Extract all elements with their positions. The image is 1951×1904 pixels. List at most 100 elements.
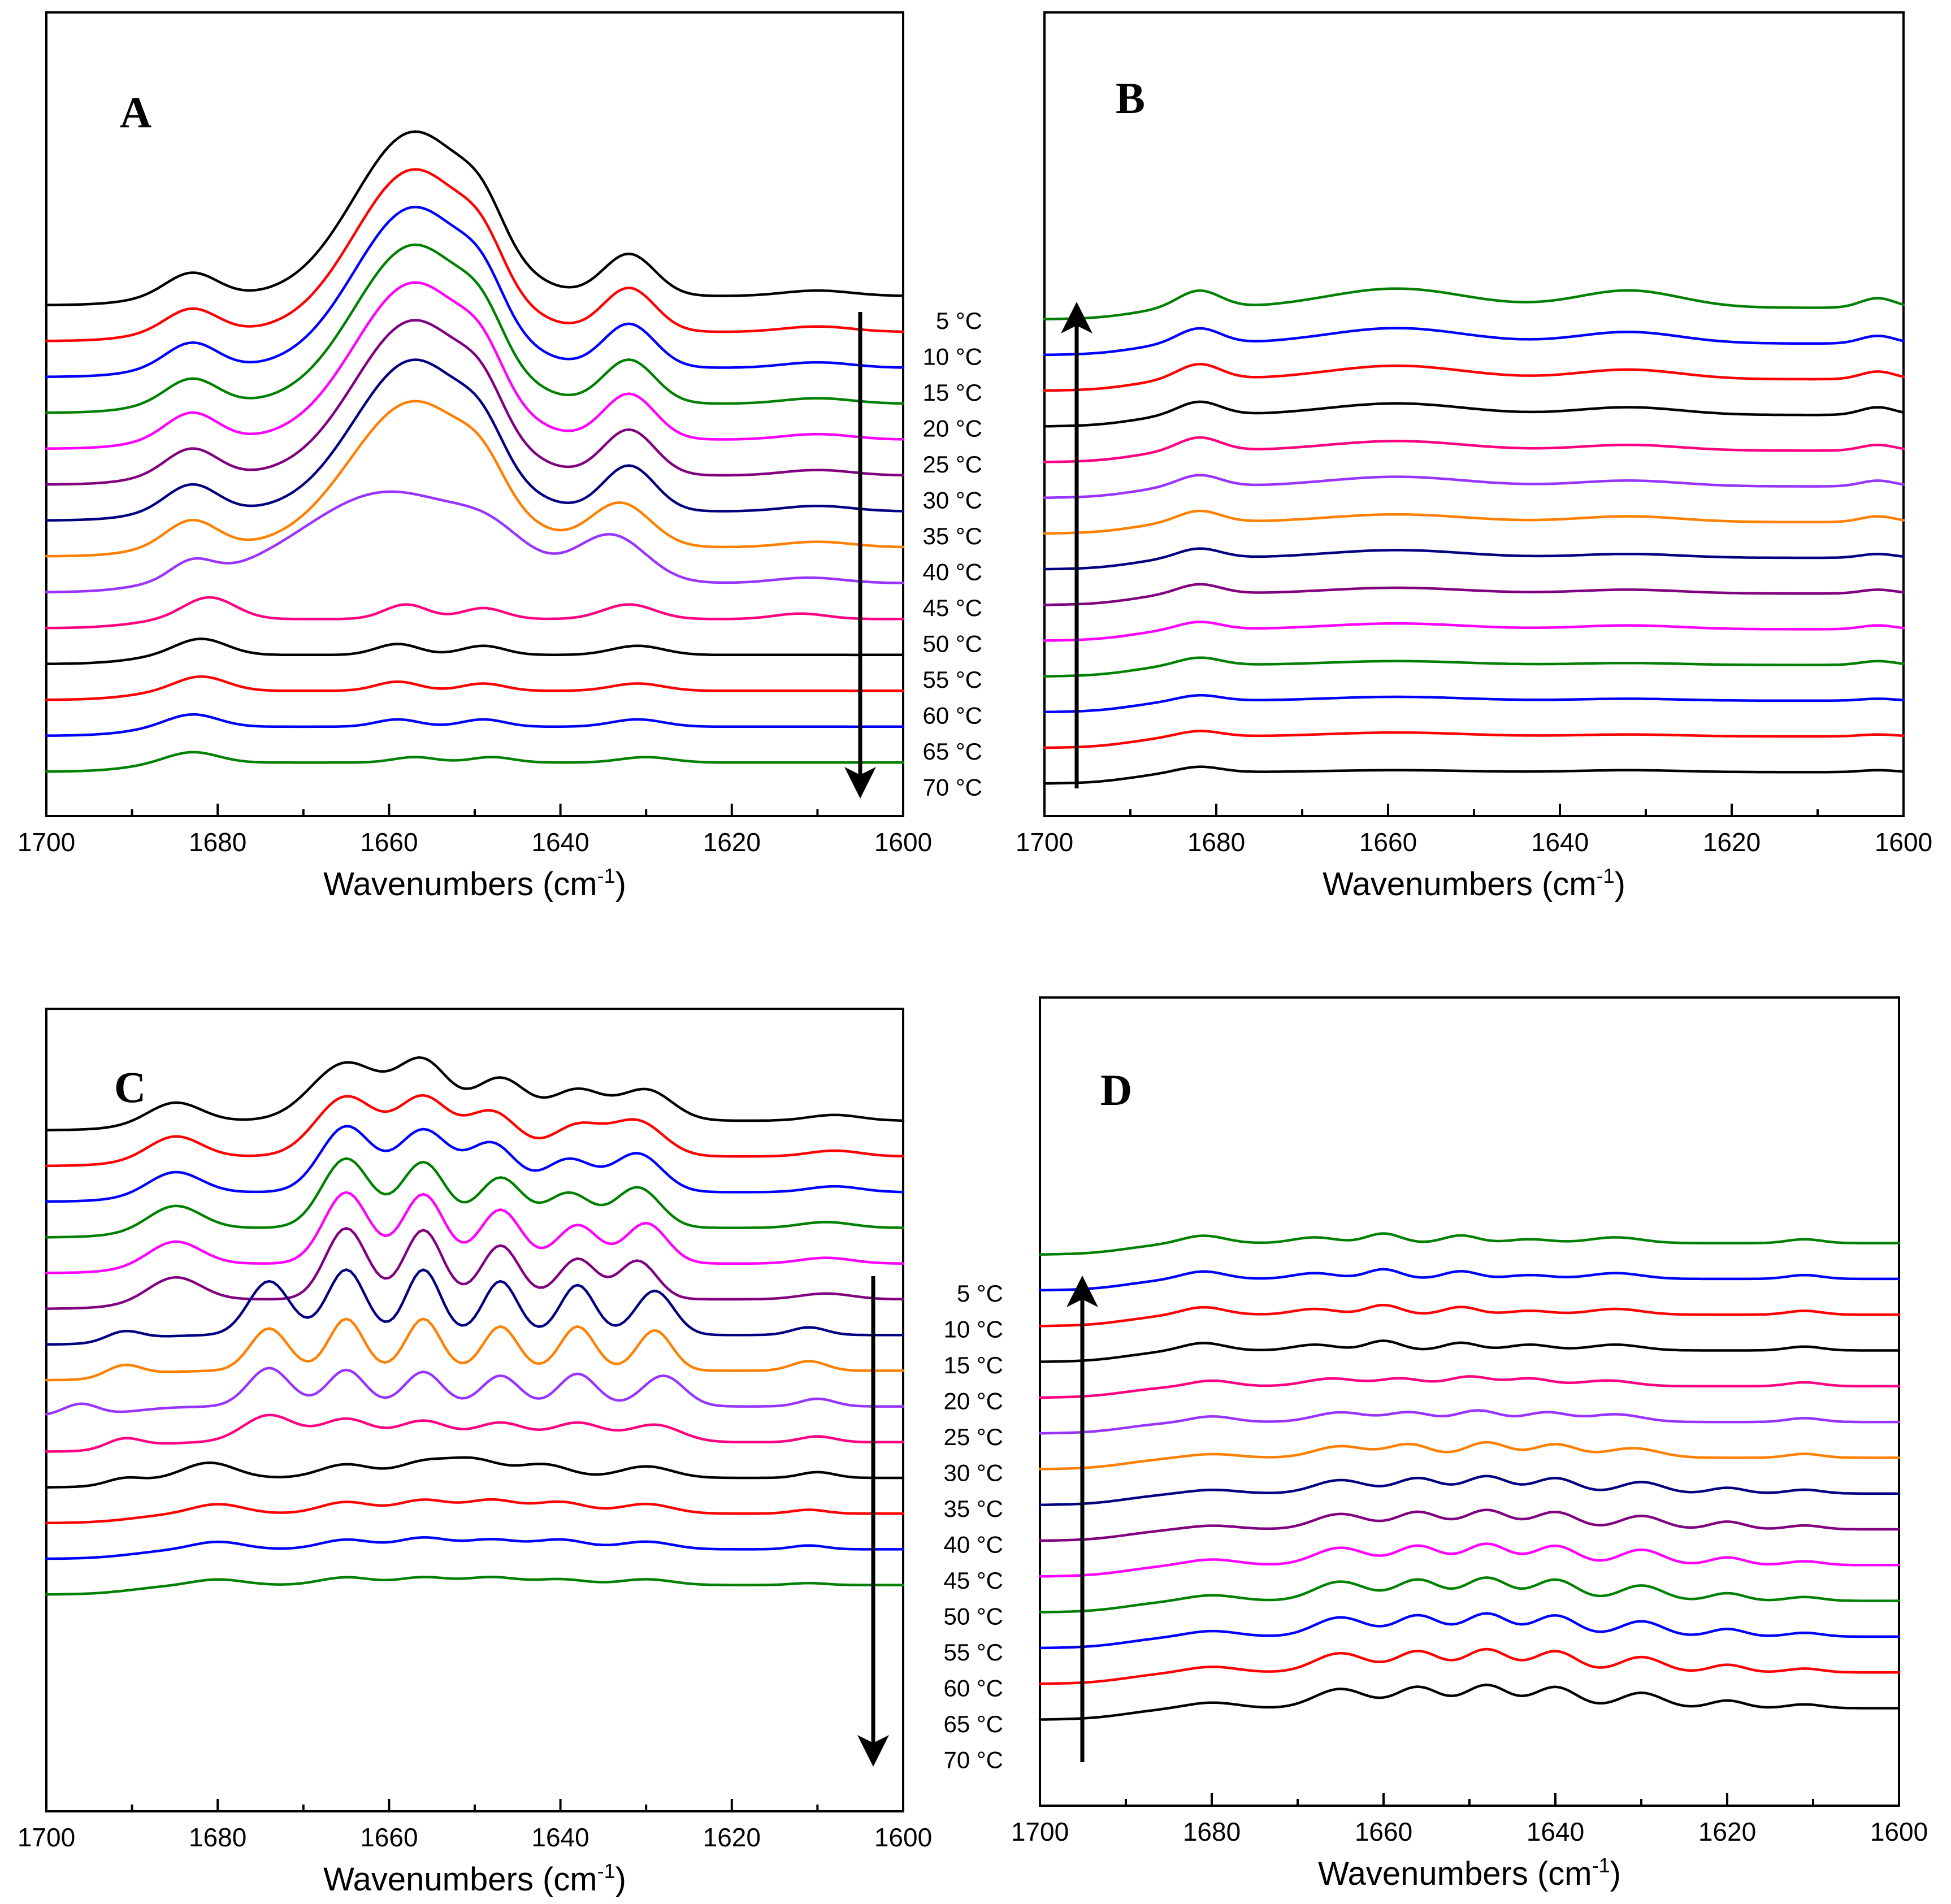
x-tick-label: 1600 xyxy=(1875,827,1932,857)
temperature-label: 50 °C xyxy=(922,631,982,657)
spectrum-line-35c xyxy=(45,358,905,522)
spectrum-line-45c xyxy=(1038,1508,1901,1542)
spectrum-line-55c xyxy=(1043,656,1905,678)
spectrum-line-65c xyxy=(1043,730,1905,749)
spectrum-line-20c xyxy=(45,1157,905,1239)
spectrum-line-60c xyxy=(45,675,905,701)
temperature-label: 55 °C xyxy=(922,666,982,693)
spectrum-line-10c xyxy=(45,1094,905,1168)
spectrum-line-25c xyxy=(1043,436,1905,463)
spectrum-line-20c xyxy=(1038,1339,1901,1363)
spectrum-line-20c xyxy=(45,243,905,414)
x-tick-label: 1660 xyxy=(1359,827,1417,857)
temperature-label: 40 °C xyxy=(943,1532,1003,1558)
x-tick-label: 1680 xyxy=(1187,827,1245,857)
temperature-label: 5 °C xyxy=(957,1280,1003,1307)
x-tick-label: 1680 xyxy=(1183,1817,1241,1846)
spectrum-line-30c xyxy=(45,1226,905,1310)
x-tick-label: 1600 xyxy=(874,1823,932,1852)
temperature-label: 50 °C xyxy=(943,1603,1003,1630)
spectrum-line-45c xyxy=(45,1367,905,1416)
panel-d: 1700 1680 1660 1640 1620 1600 Wavenumbers (cm-… xyxy=(1011,996,1928,1892)
temperature-label: 65 °C xyxy=(943,1711,1003,1737)
x-tick-label: 1680 xyxy=(189,1823,246,1852)
temperature-label: 20 °C xyxy=(922,415,982,442)
spectrum-line-15c xyxy=(1043,362,1905,392)
spectrum-line-55c xyxy=(1038,1576,1901,1614)
temperature-label: 35 °C xyxy=(922,523,982,549)
x-axis-title: Wavenumbers (cm-1) xyxy=(1323,864,1625,903)
temperature-label: 35 °C xyxy=(943,1495,1003,1522)
panel-letter: C xyxy=(114,1062,146,1112)
spectrum-line-55c xyxy=(45,637,905,665)
spectrum-line-20c xyxy=(1043,400,1905,428)
temperature-label: 10 °C xyxy=(943,1316,1003,1343)
spectrum-line-65c xyxy=(1038,1647,1901,1685)
spectrum-line-5c xyxy=(1043,287,1905,320)
plot-frame xyxy=(45,11,904,817)
x-tick-label: 1660 xyxy=(360,1823,418,1852)
spectrum-line-40c xyxy=(45,400,905,558)
spectrum-line-70c xyxy=(45,751,905,773)
spectrum-line-70c xyxy=(45,1576,905,1596)
panel-letter: D xyxy=(1100,1065,1132,1114)
x-tick-label: 1600 xyxy=(1870,1817,1928,1846)
spectrum-line-15c xyxy=(45,1125,905,1203)
spectrum-line-10c xyxy=(1038,1268,1901,1292)
spectrum-line-50c xyxy=(1043,621,1905,642)
temperature-label: 65 °C xyxy=(922,738,982,765)
x-tick-label: 1660 xyxy=(360,827,418,857)
x-tick-label: 1640 xyxy=(531,1823,589,1852)
temperature-label: 15 °C xyxy=(922,379,982,406)
x-tick-label: 1620 xyxy=(703,827,761,857)
spectrum-line-5c xyxy=(1038,1232,1901,1256)
temperature-label: 45 °C xyxy=(943,1567,1003,1594)
temperature-label: 60 °C xyxy=(943,1675,1003,1702)
panel-b: 1700 1680 1660 1640 1620 1600 Wavenumbers (cm-… xyxy=(1016,11,1932,903)
plot-frame xyxy=(45,1008,904,1812)
spectrum-line-25c xyxy=(45,281,905,450)
x-tick-label: 1600 xyxy=(874,827,932,857)
temperature-label: 40 °C xyxy=(922,559,982,585)
spectrum-line-50c xyxy=(45,596,905,630)
spectrum-line-10c xyxy=(1043,327,1905,357)
spectrum-line-40c xyxy=(1038,1474,1901,1506)
temperature-label: 70 °C xyxy=(922,774,982,801)
temperature-label: 70 °C xyxy=(943,1747,1003,1773)
spectrum-line-65c xyxy=(45,1536,905,1560)
x-tick-label: 1620 xyxy=(703,1823,761,1852)
spectrum-line-70c xyxy=(1038,1684,1901,1721)
panel-letter: A xyxy=(120,88,151,137)
spectrum-line-55c xyxy=(45,1456,905,1489)
temperature-label: 30 °C xyxy=(922,487,982,514)
plot-frame xyxy=(1039,996,1900,1807)
spectrum-line-60c xyxy=(1043,694,1905,714)
x-tick-label: 1640 xyxy=(531,827,589,857)
spectrum-line-30c xyxy=(1038,1409,1901,1435)
x-tick-label: 1680 xyxy=(189,827,246,857)
temperature-label: 25 °C xyxy=(943,1424,1003,1450)
spectrum-line-60c xyxy=(1038,1612,1901,1650)
spectrum-line-25c xyxy=(1038,1375,1901,1399)
x-tick-label: 1660 xyxy=(1355,1817,1412,1846)
temperature-label: 55 °C xyxy=(943,1639,1003,1666)
spectrum-line-35c xyxy=(1043,509,1905,535)
spectrum-line-35c xyxy=(1038,1441,1901,1471)
spectrum-line-5c xyxy=(45,1056,905,1131)
temperature-label: 30 °C xyxy=(943,1460,1003,1486)
temperature-label: 25 °C xyxy=(922,451,982,478)
temperature-label: 60 °C xyxy=(922,702,982,729)
spectrum-line-5c xyxy=(45,130,905,306)
temperature-label: 10 °C xyxy=(922,344,982,370)
spectrum-line-40c xyxy=(1043,547,1905,571)
x-tick-label: 1700 xyxy=(1016,827,1073,857)
spectrum-line-30c xyxy=(1043,474,1905,499)
spectrum-line-15c xyxy=(45,206,905,378)
spectrum-line-70c xyxy=(1043,765,1905,785)
panel-letter: B xyxy=(1116,73,1145,123)
spectrum-line-45c xyxy=(1043,583,1905,606)
spectrum-line-50c xyxy=(45,1413,905,1453)
spectrum-line-35c xyxy=(45,1268,905,1346)
spectrum-line-65c xyxy=(45,713,905,737)
